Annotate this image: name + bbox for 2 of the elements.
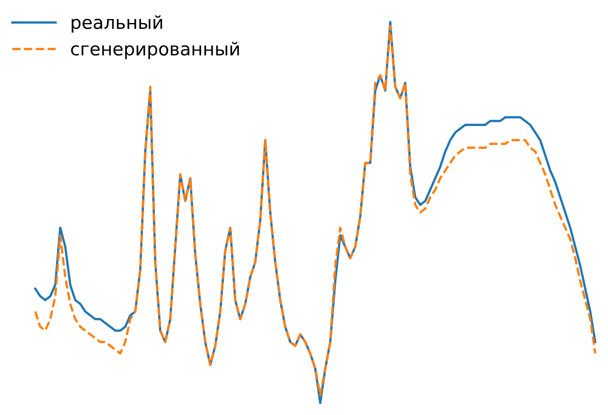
legend-label: реальный (72, 15, 162, 33)
legend-label: сгенерированный (71, 42, 239, 60)
